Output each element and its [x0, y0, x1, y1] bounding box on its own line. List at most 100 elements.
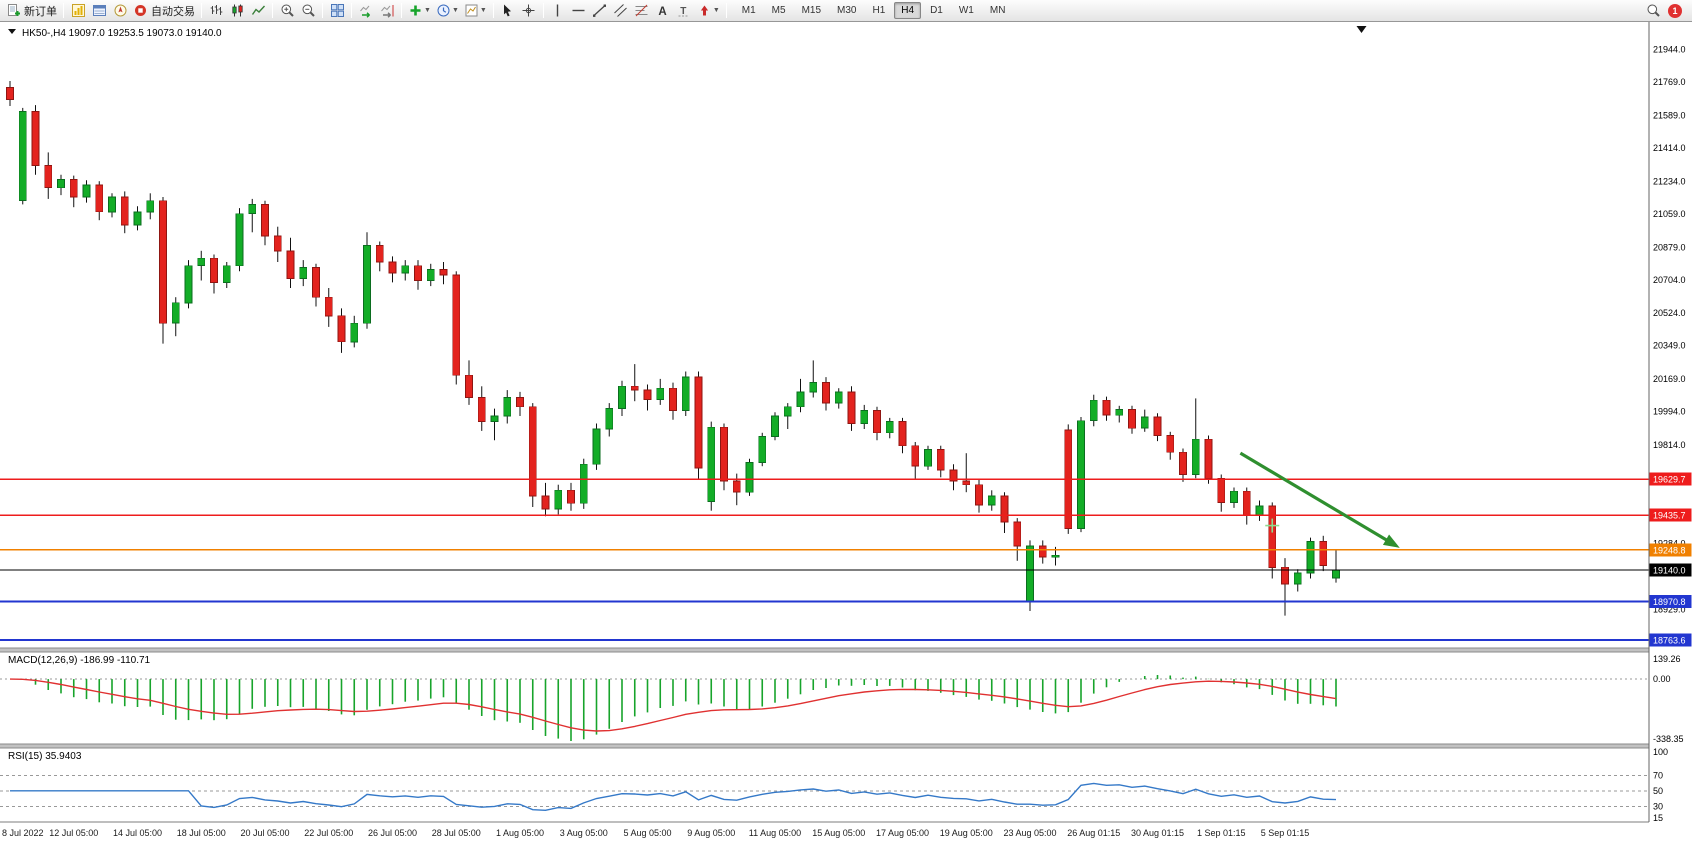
candlesticks[interactable]: [6, 81, 1340, 616]
timeframe-m1[interactable]: M1: [741, 5, 756, 16]
channel-tool-button[interactable]: [611, 2, 631, 20]
svg-text:19248.8: 19248.8: [1653, 545, 1686, 555]
chevron-down-icon: ▼: [479, 7, 487, 14]
svg-text:19140.0: 19140.0: [1653, 566, 1686, 576]
svg-text:20879.0: 20879.0: [1653, 242, 1686, 252]
chart-shift-button[interactable]: [377, 2, 397, 20]
timeframe-mn[interactable]: MN: [989, 5, 1006, 16]
timeframe-w1[interactable]: W1: [958, 5, 974, 16]
text-tool-button[interactable]: A: [653, 2, 673, 20]
svg-text:26 Aug 01:15: 26 Aug 01:15: [1067, 828, 1120, 838]
line-chart-button[interactable]: [248, 2, 268, 20]
data-window-button[interactable]: [89, 2, 109, 20]
svg-text:20169.0: 20169.0: [1653, 374, 1686, 384]
new-order-button[interactable]: 新订单: [4, 2, 59, 20]
svg-text:15 Aug 05:00: 15 Aug 05:00: [812, 828, 865, 838]
trend-arrow[interactable]: [1239, 451, 1400, 548]
auto-scroll-icon: [359, 5, 370, 18]
symbol-dropdown-icon[interactable]: [8, 29, 16, 34]
main-toolbar: 新订单 自动交易: [0, 0, 1692, 22]
new-order-icon: [8, 4, 20, 16]
svg-text:19 Aug 05:00: 19 Aug 05:00: [940, 828, 993, 838]
vertical-line-tool-button[interactable]: [548, 2, 568, 20]
arrow-object-icon: [700, 5, 708, 16]
chart-canvas[interactable]: 21944.0 21769.0 21589.0 21414.0 21234.0 21059…: [0, 22, 1692, 846]
svg-text:17 Aug 05:00: 17 Aug 05:00: [876, 828, 929, 838]
time-axis[interactable]: 8 Jul 2022 12 Jul 05:00 14 Jul 05:00 18 Jul…: [2, 828, 1309, 838]
svg-text:8 Jul 2022: 8 Jul 2022: [2, 828, 44, 838]
toolbar-separator: [351, 3, 352, 18]
svg-text:19994.0: 19994.0: [1653, 407, 1686, 417]
horizontal-lines[interactable]: [0, 478, 1649, 642]
svg-text:9 Aug 05:00: 9 Aug 05:00: [687, 828, 735, 838]
svg-text:21944.0: 21944.0: [1653, 45, 1686, 55]
timeframe-m15[interactable]: M15: [801, 5, 822, 16]
macd-label: MACD(12,26,9) -186.99 -110.71: [8, 655, 151, 666]
cursor-button[interactable]: [498, 2, 518, 20]
svg-text:21589.0: 21589.0: [1653, 111, 1686, 121]
svg-text:22 Jul 05:00: 22 Jul 05:00: [304, 828, 353, 838]
search-button[interactable]: [1643, 2, 1663, 20]
zoom-out-button[interactable]: [298, 2, 318, 20]
chevron-down-icon: ▼: [424, 7, 431, 14]
template-icon: [465, 4, 478, 17]
indicators-icon: [410, 5, 421, 16]
toolbar-separator: [542, 3, 544, 18]
candlestick-chart-button[interactable]: [227, 2, 247, 20]
crosshair-button[interactable]: [519, 2, 539, 20]
candlestick-chart-icon: [231, 4, 243, 17]
tile-windows-button[interactable]: [327, 2, 347, 20]
toolbar-separator: [63, 3, 64, 18]
svg-text:12 Jul 05:00: 12 Jul 05:00: [49, 828, 98, 838]
zoom-in-button[interactable]: [277, 2, 297, 20]
notification-badge[interactable]: 1: [1668, 3, 1682, 18]
templates-button[interactable]: ▼: [462, 2, 489, 20]
label-tool-button[interactable]: T: [674, 2, 694, 20]
svg-text:19814.0: 19814.0: [1653, 440, 1686, 450]
tile-windows-icon: [330, 4, 344, 17]
macd-indicator: [0, 675, 1649, 741]
chart-shift-icon: [380, 5, 393, 18]
svg-text:T: T: [681, 6, 687, 17]
svg-text:70: 70: [1653, 770, 1663, 780]
svg-text:0.00: 0.00: [1653, 674, 1671, 684]
toolbar-separator: [201, 3, 202, 18]
svg-text:19629.7: 19629.7: [1653, 475, 1686, 485]
arrows-tool-button[interactable]: ▼: [695, 2, 722, 20]
svg-text:A: A: [659, 6, 667, 18]
svg-text:1 Sep 01:15: 1 Sep 01:15: [1197, 828, 1246, 838]
svg-text:20524.0: 20524.0: [1653, 308, 1686, 318]
periods-button[interactable]: ▼: [434, 2, 461, 20]
text-label-icon: T: [678, 6, 689, 17]
horizontal-line-tool-button[interactable]: [569, 2, 589, 20]
fibonacci-tool-button[interactable]: [632, 2, 652, 20]
svg-text:20349.0: 20349.0: [1653, 341, 1686, 351]
navigator-button[interactable]: [110, 2, 130, 20]
price-axis[interactable]: 21944.0 21769.0 21589.0 21414.0 21234.0 21059…: [1648, 22, 1692, 846]
trendline-tool-button[interactable]: [590, 2, 610, 20]
chevron-down-icon: ▼: [712, 7, 720, 14]
equidistant-channel-icon: [614, 4, 628, 17]
auto-trading-button[interactable]: 自动交易: [131, 2, 197, 20]
timeframe-m5[interactable]: M5: [771, 5, 786, 16]
timeframe-h1[interactable]: H1: [872, 5, 886, 16]
svg-text:28 Jul 05:00: 28 Jul 05:00: [432, 828, 481, 838]
svg-text:15: 15: [1653, 813, 1663, 823]
market-watch-button[interactable]: [68, 2, 88, 20]
timeframe-m30[interactable]: M30: [837, 5, 857, 16]
indicators-button[interactable]: ▼: [406, 2, 433, 20]
svg-text:23 Aug 05:00: 23 Aug 05:00: [1003, 828, 1056, 838]
clock-icon: [437, 4, 450, 17]
svg-text:18 Jul 05:00: 18 Jul 05:00: [177, 828, 226, 838]
svg-text:18970.8: 18970.8: [1653, 597, 1686, 607]
cursor-icon: [504, 4, 512, 17]
chart-shift-marker-icon[interactable]: [1356, 26, 1367, 33]
svg-text:139.26: 139.26: [1653, 654, 1681, 664]
bar-chart-button[interactable]: [206, 2, 226, 20]
auto-scroll-button[interactable]: [356, 2, 376, 20]
timeframe-d1[interactable]: D1: [930, 5, 943, 16]
svg-text:5 Sep 01:15: 5 Sep 01:15: [1261, 828, 1310, 838]
svg-text:19435.7: 19435.7: [1653, 511, 1686, 521]
panel-separators[interactable]: [0, 647, 1692, 823]
timeframe-h4[interactable]: H4: [894, 2, 922, 19]
